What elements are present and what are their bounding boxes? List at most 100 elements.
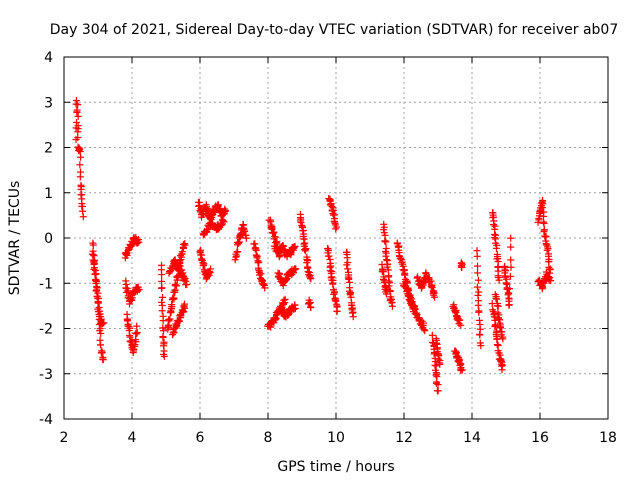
data-point-plus-marker xyxy=(434,381,442,389)
y-tick-label: -2 xyxy=(39,322,53,338)
data-point-plus-marker xyxy=(505,295,513,303)
data-point-plus-marker xyxy=(344,265,352,273)
data-point-plus-marker xyxy=(281,299,289,307)
y-tick-label: 4 xyxy=(44,50,53,66)
data-point-plus-marker xyxy=(259,281,267,289)
data-point-plus-marker xyxy=(507,263,515,271)
data-point-plus-marker xyxy=(90,265,98,273)
data-point-plus-marker xyxy=(97,315,105,323)
data-point-plus-marker xyxy=(499,335,507,343)
data-point-plus-marker xyxy=(490,221,498,229)
data-point-plus-marker xyxy=(158,271,166,279)
data-point-plus-marker xyxy=(332,297,340,305)
data-point-plus-marker xyxy=(90,251,98,259)
data-point-plus-marker xyxy=(543,246,551,254)
data-point-plus-marker xyxy=(546,265,554,273)
data-point-plus-marker xyxy=(133,328,141,336)
data-point-plus-marker xyxy=(297,219,305,227)
data-point-plus-marker xyxy=(494,302,502,310)
data-point-plus-marker xyxy=(476,331,484,339)
y-tick-label: -4 xyxy=(39,412,53,428)
data-point-plus-marker xyxy=(497,357,505,365)
data-point-plus-marker xyxy=(433,387,441,395)
data-point-plus-marker xyxy=(180,274,188,282)
data-point-plus-marker xyxy=(206,265,214,273)
data-point-plus-marker xyxy=(345,275,353,283)
data-point-plus-marker xyxy=(507,256,515,264)
data-point-plus-marker xyxy=(304,256,312,264)
data-point-plus-marker xyxy=(536,207,544,215)
chart-title: Day 304 of 2021, Sidereal Day-to-day VTE… xyxy=(50,22,619,38)
data-point-plus-marker xyxy=(183,280,191,288)
y-tick-label: -3 xyxy=(39,367,53,383)
data-point-plus-marker xyxy=(76,161,84,169)
x-tick-label: 14 xyxy=(463,430,481,446)
data-point-plus-marker xyxy=(132,329,140,337)
data-point-plus-marker xyxy=(428,331,436,339)
data-point-plus-marker xyxy=(306,299,314,307)
data-point-plus-marker xyxy=(77,153,85,161)
data-point-plus-marker xyxy=(251,245,259,253)
data-point-plus-marker xyxy=(100,319,108,327)
data-point-plus-marker xyxy=(279,282,287,290)
data-point-plus-marker xyxy=(414,273,422,281)
y-tick-label: 3 xyxy=(44,95,53,111)
data-point-plus-marker xyxy=(291,301,299,309)
data-point-plus-marker xyxy=(330,289,338,297)
data-point-plus-marker xyxy=(538,204,546,212)
data-point-plus-marker xyxy=(220,218,228,226)
x-tick-label: 10 xyxy=(327,430,345,446)
data-point-plus-marker xyxy=(292,265,300,273)
data-point-plus-marker xyxy=(383,286,391,294)
data-point-plus-marker xyxy=(199,261,207,269)
data-point-plus-marker xyxy=(301,247,309,255)
data-point-plus-marker xyxy=(506,272,514,280)
data-point-plus-marker xyxy=(382,290,390,298)
data-point-plus-marker xyxy=(489,214,497,222)
data-point-plus-marker xyxy=(412,310,420,318)
data-point-plus-marker xyxy=(327,200,335,208)
data-point-plus-marker xyxy=(291,242,299,250)
data-point-plus-marker xyxy=(429,290,437,298)
data-point-plus-marker xyxy=(477,342,485,350)
data-point-plus-marker xyxy=(502,279,510,287)
data-point-plus-marker xyxy=(93,286,101,294)
data-point-plus-marker xyxy=(540,219,548,227)
data-point-plus-marker xyxy=(221,205,229,213)
data-point-plus-marker xyxy=(507,243,515,251)
data-point-plus-marker xyxy=(133,322,141,330)
data-point-plus-marker xyxy=(507,234,515,242)
data-points xyxy=(72,97,555,395)
data-point-plus-marker xyxy=(160,352,168,360)
data-point-plus-marker xyxy=(158,293,166,301)
data-point-plus-marker xyxy=(329,279,337,287)
data-point-plus-marker xyxy=(331,219,339,227)
data-point-plus-marker xyxy=(475,308,483,316)
data-point-plus-marker xyxy=(255,258,263,266)
data-point-plus-marker xyxy=(74,101,82,109)
data-point-plus-marker xyxy=(418,283,426,291)
data-point-plus-marker xyxy=(72,97,80,105)
data-point-plus-marker xyxy=(233,248,241,256)
data-point-plus-marker xyxy=(89,241,97,249)
data-point-plus-marker xyxy=(181,300,189,308)
data-point-plus-marker xyxy=(97,341,105,349)
data-point-plus-marker xyxy=(410,304,418,312)
x-tick-label: 12 xyxy=(395,430,413,446)
data-point-plus-marker xyxy=(455,357,463,365)
data-point-plus-marker xyxy=(94,289,102,297)
data-point-plus-marker xyxy=(495,276,503,284)
data-point-plus-marker xyxy=(99,355,107,363)
data-point-plus-marker xyxy=(275,249,283,257)
data-point-plus-marker xyxy=(420,279,428,287)
data-point-plus-marker xyxy=(325,252,333,260)
data-point-plus-marker xyxy=(451,307,459,315)
data-point-plus-marker xyxy=(421,327,429,335)
data-point-plus-marker xyxy=(422,269,430,277)
data-point-plus-marker xyxy=(535,216,543,224)
data-point-plus-marker xyxy=(504,291,512,299)
data-point-plus-marker xyxy=(545,257,553,265)
data-point-plus-marker xyxy=(73,108,81,116)
